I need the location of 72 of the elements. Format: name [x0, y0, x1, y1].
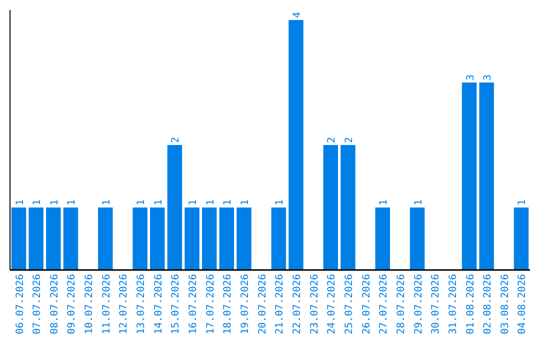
x-tick-label: 12.07.2026	[118, 274, 130, 334]
bar	[410, 208, 425, 270]
x-tick-label: 27.07.2026	[378, 274, 390, 334]
data-label: 2	[170, 136, 182, 143]
x-tick-label: 10.07.2026	[84, 274, 96, 334]
data-label: 1	[153, 199, 164, 206]
data-label: 2	[344, 136, 355, 143]
x-tick-label: 17.07.2026	[205, 274, 216, 334]
bar	[514, 208, 529, 270]
data-label: 1	[32, 199, 44, 206]
data-label: 3	[482, 74, 494, 80]
bar	[219, 208, 234, 270]
data-label: 1	[378, 199, 390, 206]
x-tick-label: 08.07.2026	[49, 274, 60, 334]
x-tick-label: 24.07.2026	[326, 274, 338, 334]
bar	[271, 208, 286, 270]
data-label: 1	[517, 199, 528, 206]
x-tick-label: 02.08.2026	[482, 274, 494, 334]
bar	[98, 208, 113, 270]
data-label: 1	[101, 199, 112, 206]
data-label: 1	[188, 199, 200, 206]
bar	[150, 208, 165, 270]
data-label: 1	[66, 199, 78, 206]
x-tick-label: 26.07.2026	[361, 274, 372, 334]
bar	[46, 208, 61, 270]
x-tick-label: 06.07.2026	[14, 274, 26, 334]
data-label: 2	[326, 136, 338, 143]
x-tick-label: 29.07.2026	[413, 274, 424, 334]
bar	[167, 145, 182, 270]
x-tick-label: 15.07.2026	[170, 274, 182, 334]
data-label: 4	[292, 12, 303, 18]
x-tick-label: 23.07.2026	[309, 274, 320, 334]
bar	[479, 82, 494, 270]
x-tick-label: 04.08.2026	[517, 274, 528, 334]
x-tick-label: 22.07.2026	[292, 274, 303, 334]
data-label: 1	[413, 199, 424, 206]
x-tick-label: 18.07.2026	[222, 274, 234, 334]
bar	[375, 208, 390, 270]
data-label: 1	[222, 199, 234, 206]
x-tick-label: 01.08.2026	[465, 274, 476, 334]
x-tick-label: 09.07.2026	[66, 274, 78, 334]
x-tick-label: 31.07.2026	[448, 274, 459, 334]
data-label: 1	[205, 199, 216, 206]
data-label: 1	[49, 199, 60, 206]
bar	[323, 145, 338, 270]
x-tick-label: 16.07.2026	[188, 274, 200, 334]
data-label: 1	[14, 199, 26, 206]
bar	[11, 208, 26, 270]
x-tick-label: 28.07.2026	[396, 274, 407, 334]
bar	[63, 208, 78, 270]
x-tick-label: 19.07.2026	[240, 274, 252, 334]
x-tick-label: 07.07.2026	[32, 274, 44, 334]
data-label: 1	[240, 199, 252, 206]
x-tick-label: 03.08.2026	[500, 274, 511, 334]
data-label: 1	[274, 199, 286, 206]
data-label: 1	[136, 199, 148, 206]
bar	[236, 208, 252, 270]
x-tick-label: 11.07.2026	[101, 274, 112, 334]
bar	[132, 208, 148, 270]
bar	[462, 82, 477, 270]
x-tick-label: 21.07.2026	[274, 274, 286, 334]
data-label: 3	[465, 74, 476, 80]
x-tick-label: 13.07.2026	[136, 274, 148, 334]
x-tick-label: 20.07.2026	[257, 274, 268, 334]
bar	[28, 208, 44, 270]
x-tick-label: 30.07.2026	[430, 274, 442, 334]
x-tick-label: 25.07.2026	[344, 274, 355, 334]
x-tick-label: 14.07.2026	[153, 274, 164, 334]
bar	[340, 145, 356, 270]
bar	[184, 208, 200, 270]
bar	[202, 208, 217, 270]
bar	[288, 20, 304, 270]
